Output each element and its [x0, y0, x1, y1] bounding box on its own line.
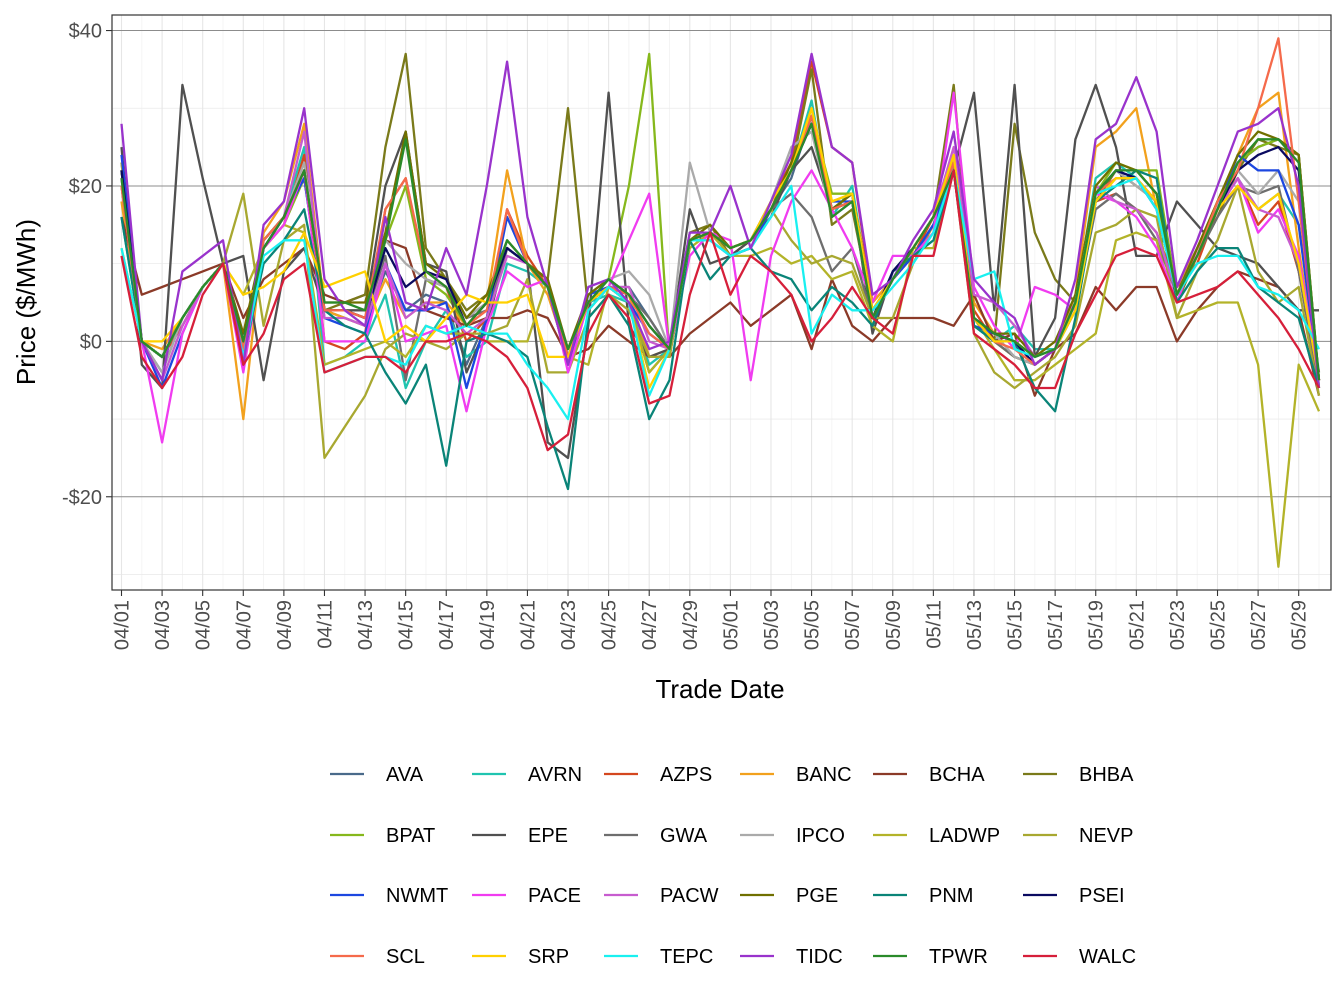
- x-tick-label: 04/09: [274, 600, 296, 650]
- x-tick-label: 05/11: [923, 600, 945, 649]
- legend: AVA AVRN AZPS BANC BCHA BHBA BPAT EPE GWA IPCO LAD…: [330, 764, 1136, 968]
- legend-label-gwa: GWA: [660, 825, 708, 847]
- legend-label-ladwp: LADWP: [929, 825, 1000, 847]
- x-tick-label: 05/05: [802, 600, 824, 650]
- x-tick-label: 05/21: [1126, 600, 1148, 650]
- series-line-tidc: [120, 52, 1321, 389]
- legend-label-avrn: AVRN: [528, 764, 582, 786]
- minor-gridlines: [112, 15, 1331, 590]
- major-gridlines: [112, 15, 1331, 590]
- legend-label-tpwr: TPWR: [929, 946, 988, 968]
- x-tick-label: 04/03: [152, 600, 174, 650]
- series-line-tpwr: [120, 122, 1321, 381]
- legend-label-bhba: BHBA: [1079, 764, 1134, 786]
- legend-label-srp: SRP: [528, 946, 569, 968]
- x-tick-label: 05/29: [1289, 600, 1311, 650]
- plot-panel-border: [111, 14, 1332, 591]
- legend-label-ipco: IPCO: [796, 825, 845, 847]
- legend-label-psei: PSEI: [1079, 885, 1125, 907]
- x-tick-label: 05/09: [883, 600, 905, 650]
- legend-label-pnm: PNM: [929, 885, 973, 907]
- x-axis-title: Trade Date: [655, 674, 784, 704]
- legend-label-nwmt: NWMT: [386, 885, 448, 907]
- x-tick-label: 04/25: [599, 600, 621, 650]
- series-lines: [120, 37, 1321, 568]
- x-tick-label: 05/07: [842, 600, 864, 650]
- x-tick-label: 04/27: [639, 600, 661, 650]
- x-tick-label: 04/07: [233, 600, 255, 650]
- legend-label-tidc: TIDC: [796, 946, 843, 968]
- y-tick-label: -$20: [62, 487, 102, 509]
- series-line-ladwp: [120, 162, 1321, 568]
- x-tick-label: 04/05: [193, 600, 215, 650]
- x-tick-label: 04/11: [315, 600, 337, 649]
- x-tick-label: 04/15: [396, 600, 418, 650]
- x-tick-label: 04/23: [558, 600, 580, 650]
- x-tick-label: 05/01: [720, 600, 742, 650]
- legend-label-azps: AZPS: [660, 764, 712, 786]
- legend-label-walc: WALC: [1079, 946, 1136, 968]
- legend-label-bcha: BCHA: [929, 764, 985, 786]
- y-tick-label: $0: [80, 331, 102, 353]
- series-line-walc: [120, 169, 1321, 452]
- x-tick-label: 04/19: [477, 600, 499, 650]
- x-tick-label: 04/29: [680, 600, 702, 650]
- x-tick-label: 05/25: [1208, 600, 1230, 650]
- series-line-pnm: [120, 169, 1321, 491]
- x-tick-label: 04/01: [112, 600, 134, 650]
- series-line-gwa: [120, 162, 1321, 389]
- x-tick-label: 05/15: [1005, 600, 1027, 650]
- legend-label-banc: BANC: [796, 764, 852, 786]
- legend-label-nevp: NEVP: [1079, 825, 1133, 847]
- legend-label-tepc: TEPC: [660, 946, 713, 968]
- y-axis-title: Price ($/MWh): [11, 219, 41, 385]
- x-tick-label: 04/21: [517, 600, 539, 650]
- x-tick-label: 05/23: [1167, 600, 1189, 650]
- x-tick-label: 05/13: [964, 600, 986, 650]
- y-tick-label: $20: [69, 176, 102, 198]
- y-axis: $40 $20 $0 -$20: [62, 21, 112, 509]
- legend-label-epe: EPE: [528, 825, 568, 847]
- x-tick-label: 05/27: [1248, 600, 1270, 650]
- series-line-bpat: [120, 52, 1321, 381]
- x-tick-label: 05/03: [761, 600, 783, 650]
- legend-label-scl: SCL: [386, 946, 425, 968]
- y-tick-label: $40: [69, 21, 102, 43]
- legend-label-ava: AVA: [386, 764, 424, 786]
- legend-label-pace: PACE: [528, 885, 581, 907]
- legend-label-pge: PGE: [796, 885, 838, 907]
- legend-label-pacw: PACW: [660, 885, 719, 907]
- x-tick-label: 04/13: [355, 600, 377, 650]
- legend-label-bpat: BPAT: [386, 825, 435, 847]
- x-axis: 04/01 04/03 04/05 04/07 04/09 04/11 04/13 04/15…: [112, 590, 1311, 650]
- x-tick-label: 05/19: [1086, 600, 1108, 650]
- x-tick-label: 04/17: [436, 600, 458, 650]
- x-tick-label: 05/17: [1045, 600, 1067, 650]
